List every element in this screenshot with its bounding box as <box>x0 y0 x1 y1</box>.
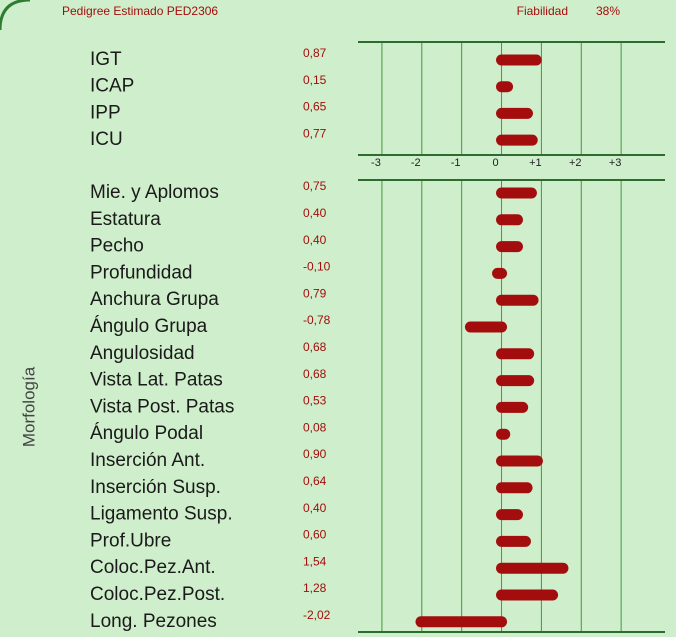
value-label: 1,28 <box>303 581 327 595</box>
value-label: 0,87 <box>303 46 327 60</box>
category-label: Coloc.Pez.Post. <box>90 584 225 605</box>
corner <box>0 0 31 31</box>
category-label: IGT <box>90 49 122 70</box>
category-label: Coloc.Pez.Ant. <box>90 557 216 578</box>
value-label: 0,75 <box>303 179 327 193</box>
value-label: 0,40 <box>303 233 327 247</box>
value-label: -2,02 <box>303 608 331 622</box>
x-tick-label: -2 <box>411 157 421 169</box>
category-label: Estatura <box>90 209 161 230</box>
category-label: Vista Post. Patas <box>90 396 234 417</box>
value-label: 0,79 <box>303 286 327 300</box>
category-label: Pecho <box>90 236 144 257</box>
category-label: Long. Pezones <box>90 611 217 632</box>
value-label: 0,40 <box>303 206 327 220</box>
value-label: 0,60 <box>303 528 327 542</box>
category-label: Inserción Susp. <box>90 477 221 498</box>
x-tick-label: +2 <box>569 157 582 169</box>
category-label: Ligamento Susp. <box>90 504 233 525</box>
category-label: Ángulo Grupa <box>90 316 208 337</box>
category-label: Inserción Ant. <box>90 450 205 471</box>
category-label: Mie. y Aplomos <box>90 182 219 203</box>
value-label: 1,54 <box>303 554 327 568</box>
category-label: ICU <box>90 129 123 150</box>
value-label: 0,77 <box>303 126 327 140</box>
value-label: -0,78 <box>303 313 331 327</box>
value-label: 0,65 <box>303 100 327 114</box>
category-label: ICAP <box>90 76 134 97</box>
category-label: Prof.Ubre <box>90 530 171 551</box>
category-label: Anchura Grupa <box>90 289 219 310</box>
value-label: 0,90 <box>303 447 327 461</box>
x-tick-label: -3 <box>371 157 381 169</box>
reliability-value: 38% <box>596 4 620 18</box>
category-label: Profundidad <box>90 262 192 283</box>
x-tick-label: 0 <box>492 157 498 169</box>
value-label: 0,53 <box>303 394 327 408</box>
value-label: 0,68 <box>303 340 327 354</box>
x-tick-label: -1 <box>451 157 461 169</box>
reliability-label: Fiabilidad <box>517 4 568 18</box>
value-label: 0,40 <box>303 501 327 515</box>
chart-title: Pedigree Estimado PED2306 <box>62 4 218 18</box>
y-axis-label: Morfología <box>19 366 38 447</box>
category-label: IPP <box>90 102 121 123</box>
x-tick-label: +3 <box>609 157 622 169</box>
category-label: Ángulo Podal <box>90 423 203 444</box>
value-label: 0,15 <box>303 73 327 87</box>
value-label: -0,10 <box>303 260 331 274</box>
value-label: 0,64 <box>303 474 327 488</box>
value-label: 0,08 <box>303 420 327 434</box>
category-label: Angulosidad <box>90 343 195 364</box>
value-label: 0,68 <box>303 367 327 381</box>
category-label: Vista Lat. Patas <box>90 370 223 391</box>
x-tick-label: +1 <box>529 157 542 169</box>
